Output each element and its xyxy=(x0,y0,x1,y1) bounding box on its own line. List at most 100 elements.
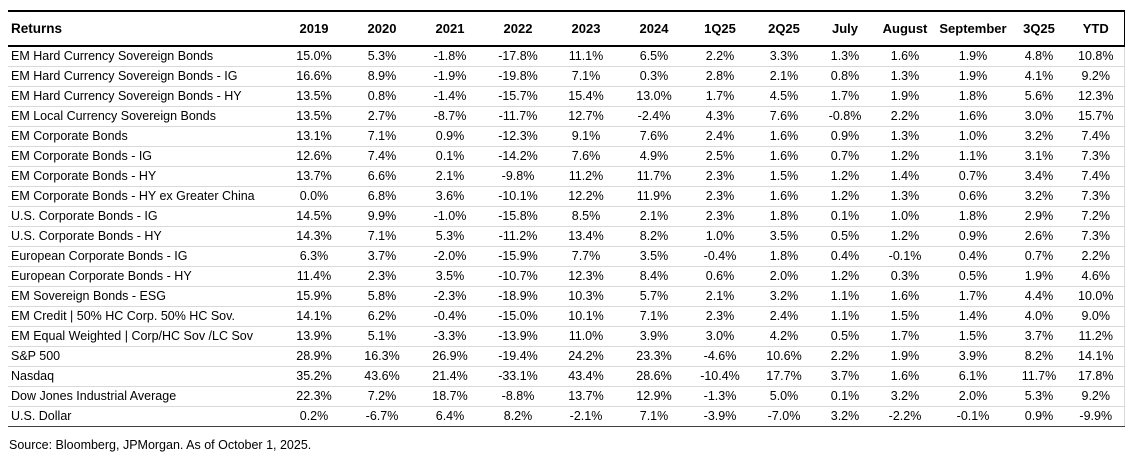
value-cell: -15.7% xyxy=(484,86,552,107)
value-cell: 6.3% xyxy=(280,246,348,267)
value-cell: 9.0% xyxy=(1068,306,1125,327)
row-label: EM Corporate Bonds - HY ex Greater China xyxy=(8,186,280,207)
value-cell: 3.0% xyxy=(688,326,752,347)
value-cell: 5.3% xyxy=(348,46,416,67)
value-cell: 3.0% xyxy=(1010,106,1068,127)
value-cell: 3.2% xyxy=(1010,126,1068,147)
row-label: EM Corporate Bonds xyxy=(8,126,280,147)
value-cell: 1.6% xyxy=(752,126,816,147)
header-period: YTD xyxy=(1068,11,1125,47)
value-cell: 7.6% xyxy=(552,146,620,167)
value-cell: 0.9% xyxy=(816,126,874,147)
row-label: EM Sovereign Bonds - ESG xyxy=(8,286,280,307)
row-label: EM Corporate Bonds - HY xyxy=(8,166,280,187)
value-cell: 1.1% xyxy=(936,146,1010,167)
table-row: EM Hard Currency Sovereign Bonds - IG 16.… xyxy=(8,66,1125,87)
value-cell: 2.5% xyxy=(688,146,752,167)
value-cell: -10.7% xyxy=(484,266,552,287)
value-cell: 3.5% xyxy=(620,246,688,267)
value-cell: 8.2% xyxy=(620,226,688,247)
value-cell: 0.8% xyxy=(348,86,416,107)
value-cell: 7.1% xyxy=(348,226,416,247)
row-label: U.S. Corporate Bonds - HY xyxy=(8,226,280,247)
row-label: U.S. Corporate Bonds - IG xyxy=(8,206,280,227)
value-cell: 1.3% xyxy=(816,46,874,67)
value-cell: -3.3% xyxy=(416,326,484,347)
value-cell: 2.1% xyxy=(416,166,484,187)
row-label: EM Credit | 50% HC Corp. 50% HC Sov. xyxy=(8,306,280,327)
value-cell: 9.2% xyxy=(1068,66,1125,87)
value-cell: 11.4% xyxy=(280,266,348,287)
value-cell: 1.6% xyxy=(874,286,936,307)
table-row: European Corporate Bonds - HY 11.4% 2.3% 3.… xyxy=(8,266,1125,287)
value-cell: 1.4% xyxy=(936,306,1010,327)
value-cell: 13.1% xyxy=(280,126,348,147)
value-cell: 1.6% xyxy=(874,366,936,387)
value-cell: 28.6% xyxy=(620,366,688,387)
value-cell: 1.2% xyxy=(816,186,874,207)
value-cell: 18.7% xyxy=(416,386,484,407)
value-cell: 1.7% xyxy=(936,286,1010,307)
value-cell: 6.2% xyxy=(348,306,416,327)
value-cell: 7.6% xyxy=(752,106,816,127)
value-cell: 1.5% xyxy=(752,166,816,187)
value-cell: 10.6% xyxy=(752,346,816,367)
value-cell: 4.1% xyxy=(1010,66,1068,87)
returns-report: Returns 2019 2020 2021 2022 2023 2024 1Q25 2Q25… xyxy=(8,10,1125,452)
value-cell: 14.3% xyxy=(280,226,348,247)
value-cell: -10.4% xyxy=(688,366,752,387)
value-cell: 3.2% xyxy=(816,406,874,427)
source-note: Source: Bloomberg, JPMorgan. As of Octob… xyxy=(9,438,312,452)
value-cell: 5.3% xyxy=(1010,386,1068,407)
value-cell: 0.6% xyxy=(936,186,1010,207)
value-cell: 9.2% xyxy=(1068,386,1125,407)
value-cell: 13.0% xyxy=(620,86,688,107)
value-cell: 6.4% xyxy=(416,406,484,427)
value-cell: 24.2% xyxy=(552,346,620,367)
value-cell: 3.7% xyxy=(1010,326,1068,347)
value-cell: 10.1% xyxy=(552,306,620,327)
value-cell: 2.4% xyxy=(752,306,816,327)
value-cell: 2.2% xyxy=(688,46,752,67)
value-cell: -19.4% xyxy=(484,346,552,367)
header-period: 2020 xyxy=(348,11,416,47)
value-cell: 8.9% xyxy=(348,66,416,87)
value-cell: 1.8% xyxy=(936,86,1010,107)
value-cell: 7.1% xyxy=(620,306,688,327)
value-cell: -0.1% xyxy=(936,406,1010,427)
value-cell: -1.3% xyxy=(688,386,752,407)
value-cell: 14.1% xyxy=(1068,346,1125,367)
value-cell: 0.8% xyxy=(816,66,874,87)
value-cell: 0.5% xyxy=(816,326,874,347)
value-cell: -18.9% xyxy=(484,286,552,307)
value-cell: 2.6% xyxy=(1010,226,1068,247)
value-cell: 5.0% xyxy=(752,386,816,407)
value-cell: 17.8% xyxy=(1068,366,1125,387)
table-row: Dow Jones Industrial Average 22.3% 7.2% 18.… xyxy=(8,386,1125,407)
value-cell: 4.4% xyxy=(1010,286,1068,307)
value-cell: 0.2% xyxy=(280,406,348,427)
value-cell: 2.3% xyxy=(688,166,752,187)
value-cell: 0.1% xyxy=(816,386,874,407)
value-cell: 2.3% xyxy=(688,206,752,227)
value-cell: 3.7% xyxy=(816,366,874,387)
value-cell: 7.2% xyxy=(1068,206,1125,227)
header-period: 2024 xyxy=(620,11,688,47)
table-row: EM Corporate Bonds - HY 13.7% 6.6% 2.1% -9.8… xyxy=(8,166,1125,187)
value-cell: -15.9% xyxy=(484,246,552,267)
value-cell: 7.7% xyxy=(552,246,620,267)
header-period: 2023 xyxy=(552,11,620,47)
value-cell: 11.7% xyxy=(620,166,688,187)
value-cell: 5.7% xyxy=(620,286,688,307)
value-cell: -0.1% xyxy=(874,246,936,267)
table-row: EM Hard Currency Sovereign Bonds 15.0% 5.3… xyxy=(8,46,1125,67)
value-cell: -19.8% xyxy=(484,66,552,87)
value-cell: 7.1% xyxy=(620,406,688,427)
value-cell: 0.3% xyxy=(620,66,688,87)
value-cell: 13.4% xyxy=(552,226,620,247)
value-cell: -1.0% xyxy=(416,206,484,227)
value-cell: 1.9% xyxy=(936,46,1010,67)
value-cell: 7.6% xyxy=(620,126,688,147)
value-cell: 1.8% xyxy=(752,206,816,227)
value-cell: 2.2% xyxy=(816,346,874,367)
